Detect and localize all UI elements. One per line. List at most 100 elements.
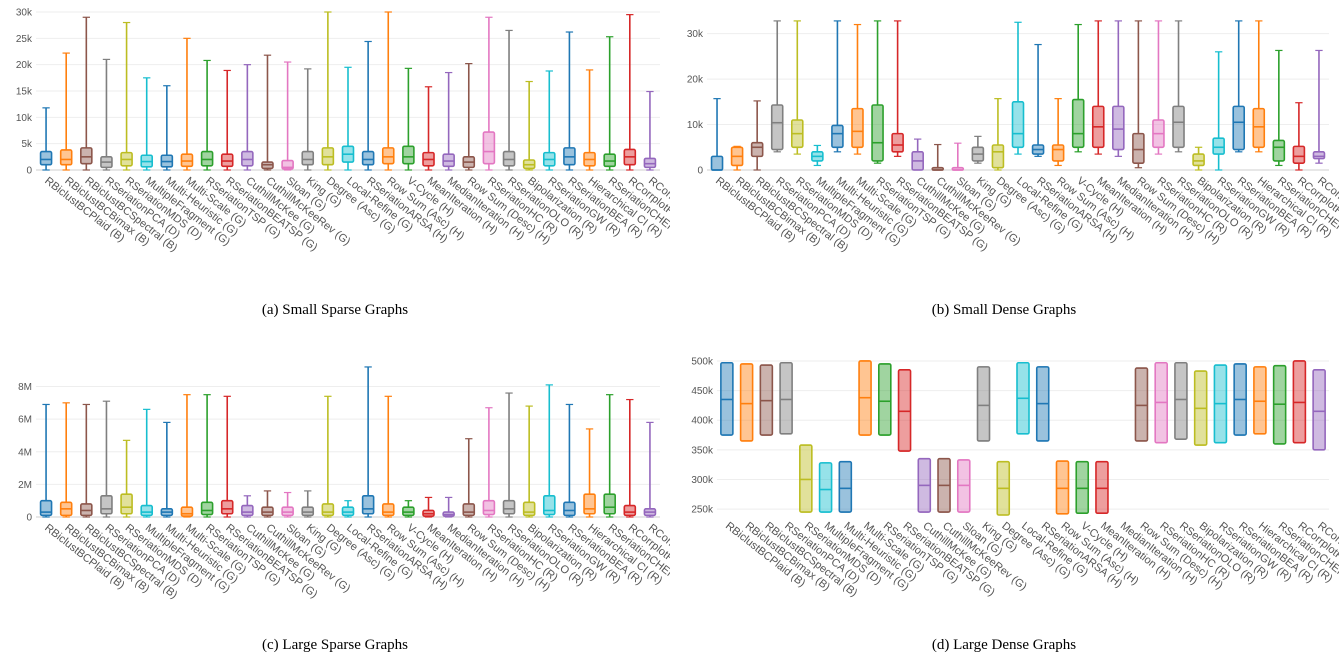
box-23 [1152,20,1165,155]
box-iqr [838,460,853,513]
box-20 [422,496,435,518]
box-22 [462,63,476,171]
box-20 [422,86,435,171]
panel-small-sparse: 0 5k 10k 15k 20k 25k 30k RBiclustBCPlaid (B) RBi… [0,0,670,335]
box-31 [643,421,657,518]
caption-small-dense: (b) Small Dense Graphs [931,302,1077,318]
y-tick-label: 10k [687,120,704,131]
box-7 [160,85,174,171]
y-tick-label: 500k [691,356,714,367]
box-iqr [180,506,194,517]
box-iqr [1172,105,1185,149]
box-7 [838,460,853,513]
box-10 [897,369,912,452]
box-iqr [1075,460,1090,515]
box-14 [971,135,985,164]
box-6 [818,462,833,513]
box-6 [811,144,824,167]
box-iqr [220,499,234,515]
box-13 [951,142,965,171]
box-23 [1154,361,1168,444]
box-iqr [542,494,556,516]
box-iqr [1095,460,1109,515]
box-iqr [563,501,576,517]
box-11 [917,457,932,513]
box-iqr [623,504,637,517]
box-19 [1071,23,1085,153]
box-4 [100,400,113,518]
box-iqr [381,503,395,517]
box-iqr [976,366,991,442]
box-iqr [871,104,884,162]
box-30 [1292,360,1307,444]
box-22 [1134,367,1149,442]
box-iqr [361,494,375,515]
box-iqr [522,501,536,517]
box-25 [1193,370,1208,446]
box-26 [1212,51,1225,171]
box-29 [1272,49,1286,167]
box-28 [583,428,596,518]
box-iqr [750,141,764,158]
box-25 [1192,146,1205,171]
box-iqr [818,462,833,513]
box-iqr [361,150,375,166]
box-iqr [301,506,315,517]
y-tick-label: 350k [691,445,714,456]
box-iqr [1312,151,1326,160]
box-iqr [1312,369,1326,451]
box-25 [522,80,536,171]
box-15 [991,98,1005,171]
box-2 [739,363,754,442]
box-19 [402,500,415,518]
caption-small-sparse: (a) Small Sparse Graphs [261,302,409,318]
box-10 [220,69,234,171]
box-21 [1112,20,1125,157]
box-iqr [1011,101,1025,149]
box-iqr [39,499,53,517]
box-iqr [583,493,596,515]
box-iqr [1232,105,1246,151]
box-24 [1174,361,1188,440]
box-27 [1233,363,1247,436]
box-iqr [241,504,254,517]
y-tick-label: 6M [18,415,32,426]
box-iqr [851,107,864,149]
box-31 [643,90,657,171]
box-26 [542,70,556,171]
box-18 [1051,98,1065,167]
box-5 [120,21,133,171]
caption-large-sparse: (c) Large Sparse Graphs [262,637,408,653]
box-3 [750,100,764,171]
y-tick-label: 450k [691,386,714,397]
box-17 [361,366,375,518]
box-8 [851,23,864,155]
box-16 [341,66,355,171]
box-30 [623,398,637,518]
box-iqr [100,494,113,515]
box-21 [442,496,455,518]
box-10 [891,20,904,157]
box-26 [1213,364,1228,444]
box-31 [1312,369,1326,451]
y-tick-label: 15k [16,87,33,98]
panel-large-sparse: 0 2M 4M 6M 8M RBiclustBCPlaid (B) RBiclustBCBi… [0,335,670,670]
chart-large-dense: 250k300k350k400k450k500kRBiclustBCPlaid … [691,356,1339,599]
box-iqr [1132,132,1145,164]
box-12 [937,457,951,513]
box-15 [321,395,335,518]
box-15 [996,460,1011,516]
box-17 [1035,366,1050,442]
box-29 [603,36,616,171]
box-iqr [878,363,892,436]
box-16 [1016,361,1030,435]
box-28 [1253,366,1267,435]
box-1 [39,403,53,518]
box-5 [120,439,133,518]
box-17 [1031,43,1045,157]
box-iqr [281,506,294,517]
box-iqr [200,501,214,516]
box-6 [140,408,154,518]
box-1 [710,98,724,171]
box-4 [100,58,113,171]
